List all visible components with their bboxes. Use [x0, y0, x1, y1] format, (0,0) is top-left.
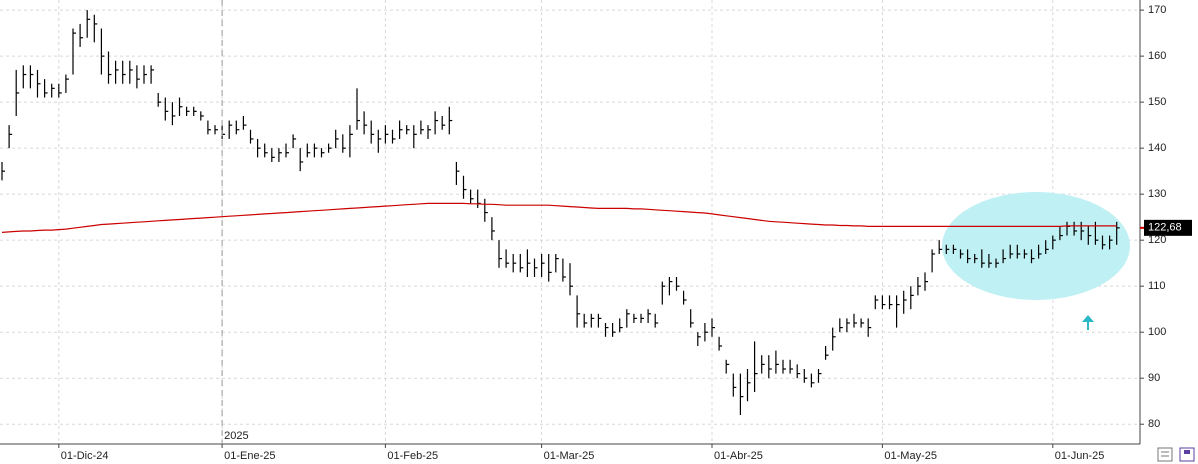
- toolbar-icon[interactable]: [1157, 447, 1173, 462]
- icon-detail: [1184, 450, 1190, 454]
- x-tick-label: 01-Feb-25: [387, 450, 438, 462]
- x-tick-label: 01-Ene-25: [224, 450, 275, 462]
- x-tick-label: 01-Jun-25: [1055, 450, 1105, 462]
- up-arrow: [1082, 315, 1094, 330]
- y-tick-label: 90: [1148, 372, 1160, 384]
- x-tick-label: 01-Abr-25: [714, 450, 763, 462]
- y-tick-label: 120: [1148, 234, 1166, 246]
- x-tick-label: 01-May-25: [884, 450, 937, 462]
- marks-layer: [1, 10, 1120, 416]
- x-tick-label: 01-Dic-24: [61, 450, 109, 462]
- y-tick-label: 80: [1148, 418, 1160, 430]
- axes-layer: 80 90 100 110 120 130 140 150 160 170 01-Dic-24 01-…: [58, 0, 1192, 462]
- year-label: 2025: [224, 430, 248, 442]
- save-icon[interactable]: [1179, 447, 1195, 462]
- y-tick-label: 160: [1148, 50, 1166, 62]
- highlight-ellipse: [942, 192, 1130, 300]
- last-price-box: [1144, 219, 1192, 236]
- moving-average: [1, 202, 1117, 233]
- y-tick-label: 140: [1148, 142, 1166, 154]
- y-tick-label: 170: [1148, 4, 1166, 16]
- last-price-label: 122,68: [1148, 222, 1182, 234]
- y-tick-label: 110: [1148, 280, 1166, 292]
- x-tick-label: 01-Mar-25: [544, 450, 595, 462]
- y-tick-label: 100: [1148, 326, 1166, 338]
- y-tick-label: 150: [1148, 96, 1166, 108]
- y-tick-label: 130: [1148, 188, 1166, 200]
